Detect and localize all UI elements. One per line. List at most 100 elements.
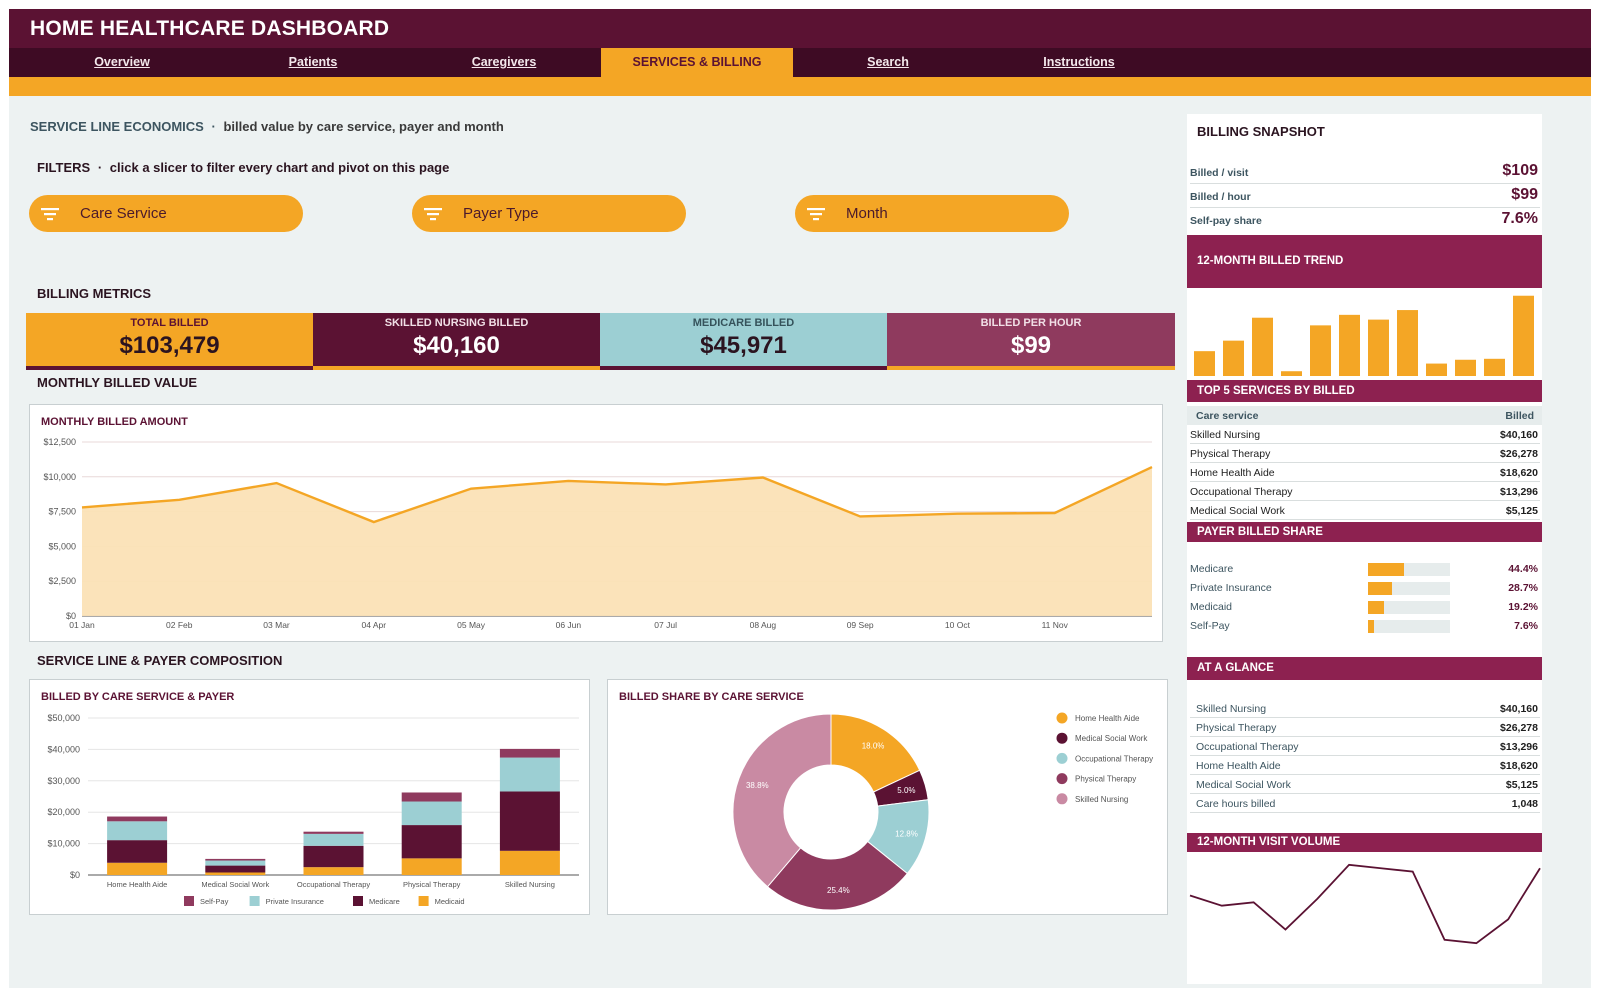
trend-bar [1310,325,1331,376]
legend-swatch [1056,793,1068,805]
legend-label: Medicaid [435,897,465,906]
trend-bar [1513,295,1534,376]
slicer-care-service[interactable]: Care Service [29,195,303,232]
legend-label: Private Insurance [266,897,324,906]
snapshot-label: Billed / hour [1190,191,1251,203]
slicer-payer-type[interactable]: Payer Type [412,195,686,232]
glance-label: Care hours billed [1196,798,1276,810]
filters-title: FILTERS [37,160,91,175]
glance-row: Physical Therapy $26,278 [1190,718,1540,737]
section-header: SERVICE LINE ECONOMICS · billed value by… [30,119,504,134]
billed-value: $18,620 [1500,467,1538,479]
bar-segment [205,860,266,866]
y-tick-label: $30,000 [47,776,80,786]
legend-label: Occupational Therapy [1075,754,1153,763]
billed-share-donut-chart: 18.0% 5.0% 12.8% 25.4% 38.8% Home Health Aide… [732,712,1153,911]
trend-bar [1484,358,1505,376]
bar-segment [303,831,364,834]
top5-row: Home Health Aide $18,620 [1190,463,1540,482]
slicer-label: Month [846,205,888,222]
tab-search[interactable]: Search [867,55,909,69]
kpi-value: $99 [1010,332,1052,359]
tab-patients[interactable]: Patients [288,55,338,69]
legend-swatch [249,896,260,906]
top5-row: Skilled Nursing $40,160 [1190,425,1540,444]
service-name: Occupational Therapy [1190,486,1293,498]
billed-trend-chart [1194,295,1534,376]
x-tick-label: 07 Jul [654,620,677,630]
bar-segment [107,862,168,875]
legend-label: Skilled Nursing [1075,795,1128,804]
billed-value: $40,160 [1500,429,1538,441]
glance-row: Medical Social Work $5,125 [1190,775,1540,794]
x-tick-label: Medical Social Work [201,880,269,889]
payer-row: Self-Pay 7.6% [1190,617,1540,636]
share-bar-track [1368,620,1450,633]
kpi-label: BILLED PER HOUR [980,317,1082,329]
composition-heading: SERVICE LINE & PAYER COMPOSITION [37,653,283,668]
stacked-bar-card: BILLED BY CARE SERVICE & PAYER $0 $10,000… [29,679,590,915]
billed-value: $13,296 [1500,486,1538,498]
legend-swatch [418,896,429,906]
tab-caregivers[interactable]: Caregivers [471,55,537,69]
kpi-total-billed: TOTAL BILLED $103,479 [26,313,313,370]
snapshot-value: $109 [1502,162,1538,179]
bar-segment [107,840,168,863]
legend-label: Medicare [369,897,400,906]
service-name: Physical Therapy [1190,448,1271,460]
slice-label: 12.8% [895,829,918,838]
glance-label: Home Health Aide [1196,760,1281,772]
col-billed: Billed [1505,410,1534,422]
bar-segment [401,858,462,875]
tab-instructions[interactable]: Instructions [1043,55,1115,69]
y-tick-label: $2,500 [48,576,76,586]
chart-title: BILLED SHARE BY CARE SERVICE [619,691,804,703]
trend-bar [1368,319,1389,376]
billed-value: $5,125 [1505,505,1538,517]
kpi-label: MEDICARE BILLED [692,317,795,329]
nav-bar: Overview Patients Caregivers SERVICES & … [9,48,1591,77]
slice-label: 25.4% [827,886,850,895]
legend-label: Home Health Aide [1075,714,1140,723]
slice-label: 5.0% [897,786,915,795]
x-tick-label: 09 Sep [847,620,874,630]
share-bar-fill [1368,601,1384,614]
service-name: Medical Social Work [1190,505,1285,517]
glance-value: 1,048 [1511,798,1538,810]
bar-segment [303,867,364,875]
trend-bar [1426,363,1447,376]
area-fill [82,467,1152,616]
section-subtitle: billed value by care service, payer and … [223,119,504,134]
bar-segment [499,748,560,758]
slicer-month[interactable]: Month [795,195,1069,232]
monthly-billed-chart: $0 $2,500 $5,000 $7,500 $10,000 $12,500 01 Jan… [43,437,1153,630]
glance-row: Occupational Therapy $13,296 [1190,737,1540,756]
glance-value: $26,278 [1500,722,1538,734]
bar-segment [107,821,168,841]
bar-segment [205,872,266,875]
y-tick-label: $20,000 [47,807,80,817]
legend-label: Self-Pay [200,897,229,906]
payer-share-value: 19.2% [1508,601,1538,613]
payer-row: Medicaid 19.2% [1190,598,1540,617]
legend-swatch [1056,712,1068,724]
y-tick-label: $50,000 [47,713,80,723]
filters-header: FILTERS · click a slicer to filter every… [37,160,450,175]
tab-services-billing[interactable]: SERVICES & BILLING [601,48,793,77]
kpi-label: TOTAL BILLED [130,317,209,329]
payer-name: Private Insurance [1190,582,1272,594]
visit-volume-chart [1189,863,1541,945]
donut-slice [766,840,908,911]
glance-label: Physical Therapy [1196,722,1277,734]
billed-value: $26,278 [1500,448,1538,460]
top5-row: Occupational Therapy $13,296 [1190,482,1540,501]
legend-swatch [1056,732,1068,744]
kpi-skilled-nursing-billed: SKILLED NURSING BILLED $40,160 [313,313,600,370]
share-bar-track [1368,601,1450,614]
x-tick-label: 10 Oct [945,620,971,630]
snapshot-row: Self-pay share 7.6% [1190,208,1540,232]
x-tick-label: 11 Nov [1042,620,1069,630]
tab-overview[interactable]: Overview [94,55,150,69]
glance-row: Skilled Nursing $40,160 [1190,699,1540,718]
payer-share-value: 7.6% [1514,620,1538,632]
